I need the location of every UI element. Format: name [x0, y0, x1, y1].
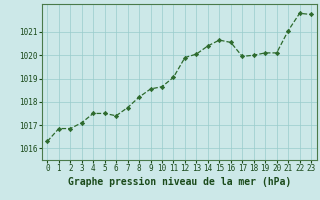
X-axis label: Graphe pression niveau de la mer (hPa): Graphe pression niveau de la mer (hPa)	[68, 177, 291, 187]
